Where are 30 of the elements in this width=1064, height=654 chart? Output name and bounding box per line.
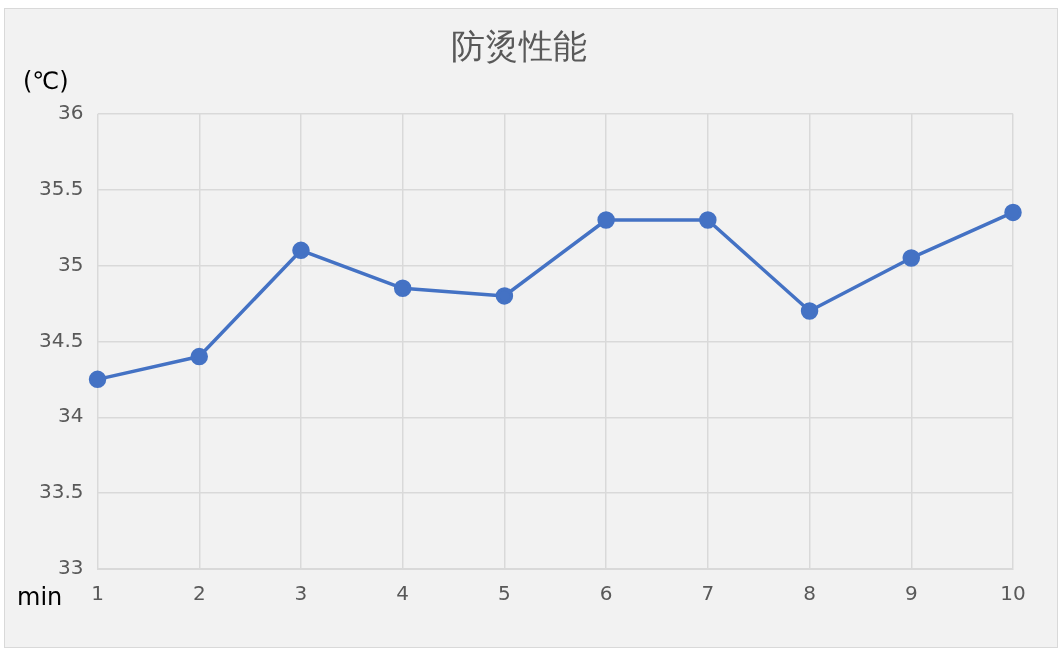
x-tick-label: 6 bbox=[599, 581, 613, 606]
point bbox=[292, 241, 310, 260]
x-tick-label: 2 bbox=[192, 581, 206, 606]
y-tick-label: 33 bbox=[58, 555, 84, 580]
point bbox=[597, 211, 615, 229]
y-tick-label: 35 bbox=[58, 251, 84, 276]
y-tick-label: 33.5 bbox=[39, 479, 84, 504]
point bbox=[190, 347, 208, 366]
point bbox=[88, 370, 107, 389]
x-tick-label: 1 bbox=[91, 581, 104, 606]
point bbox=[800, 302, 819, 320]
x-tick-label: 5 bbox=[498, 581, 511, 606]
point bbox=[699, 211, 717, 229]
x-tick-label: 4 bbox=[396, 581, 410, 606]
x-axis-title: min bbox=[17, 583, 63, 612]
chart-title: 防烫性能 bbox=[451, 26, 587, 67]
x-tick-label: 9 bbox=[904, 581, 918, 606]
point bbox=[1004, 203, 1022, 222]
point bbox=[495, 287, 514, 305]
x-tick-label: 8 bbox=[803, 581, 816, 606]
y-tick-label: 34.5 bbox=[39, 327, 84, 352]
x-tick-label: 3 bbox=[294, 581, 308, 606]
y-axis-title: (℃) bbox=[23, 67, 69, 96]
point bbox=[393, 279, 412, 298]
point bbox=[902, 249, 921, 267]
y-tick-label: 36 bbox=[58, 100, 84, 124]
y-tick-label: 35.5 bbox=[39, 175, 84, 200]
y-tick-label: 34 bbox=[58, 403, 84, 428]
x-tick-label: 10 bbox=[1000, 581, 1026, 606]
x-tick-label: 7 bbox=[701, 581, 715, 606]
